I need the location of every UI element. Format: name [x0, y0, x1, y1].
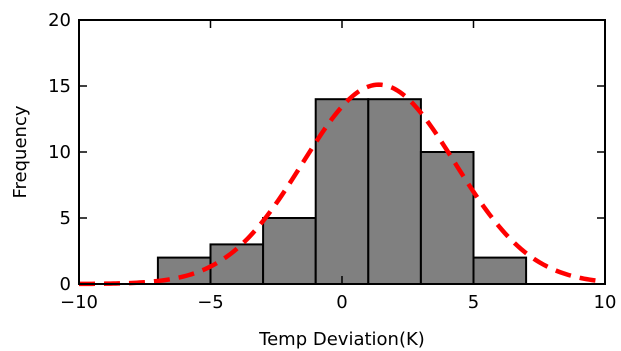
- gaussian-fit-curve: [78, 82, 606, 287]
- x-tick-label: −5: [197, 292, 224, 313]
- y-tick-label: 20: [48, 10, 71, 31]
- y-tick-label: 5: [60, 208, 71, 229]
- y-axis-label: Frequency: [10, 105, 31, 198]
- y-tick-label: 10: [48, 142, 71, 163]
- y-tick-label: 15: [48, 76, 71, 97]
- tick-labels-layer: −10 −5 0 5 10 0 5 10 15 20: [48, 10, 616, 313]
- histogram-bar: [419, 151, 475, 285]
- x-axis-label: Temp Deviation(K): [258, 329, 425, 350]
- x-tick-label: 0: [336, 292, 347, 313]
- y-tick-label: 0: [60, 274, 71, 295]
- x-tick-label: 5: [468, 292, 479, 313]
- plot-frame: [78, 19, 606, 285]
- histogram-bar: [262, 217, 317, 285]
- histogram-bar: [367, 98, 422, 285]
- bars-layer: [156, 98, 528, 286]
- x-tick-label: −10: [60, 292, 98, 313]
- x-tick-label: 10: [594, 292, 617, 313]
- histogram-bar: [472, 256, 528, 286]
